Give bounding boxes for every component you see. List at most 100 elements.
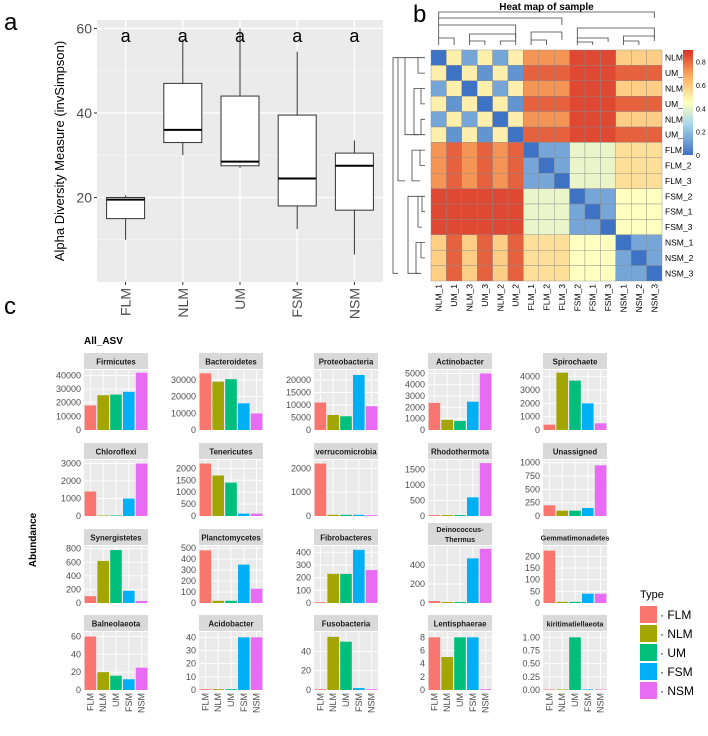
heatmap-cell: [446, 219, 462, 235]
facet-x-tick-label: FLM: [85, 693, 95, 711]
facet-y-tick-label: 0: [76, 425, 81, 435]
heatmap-cell: [461, 157, 478, 174]
facet-strip-label: Bacteroidetes: [205, 358, 257, 367]
heatmap-cell: [569, 188, 586, 205]
heatmap-cell: [492, 172, 509, 189]
facet-y-tick-label: 0: [306, 685, 311, 695]
facet-bar-UM: [569, 637, 581, 690]
heatmap-col-label: FLM_2: [542, 284, 552, 311]
heatmap-row-label: FSM_3: [665, 222, 693, 232]
heatmap-cell: [446, 49, 462, 66]
facet-bar-FSM: [238, 403, 250, 430]
facet-y-tick-label: 0: [420, 425, 425, 435]
facet-bar-NSM: [594, 689, 607, 690]
facet-y-tick-label: 0: [306, 511, 311, 521]
heatmap-cell: [538, 265, 555, 282]
facet-bar-UM: [569, 601, 581, 603]
heatmap-cell: [584, 111, 601, 128]
facet-bar-NSM: [594, 593, 607, 603]
facet-panel-lentisphaerae: Lentisphaerae 0 2 4 6 8 FLM NLM UM FSM NSM: [420, 615, 492, 713]
boxplot-x-tick-label: UM: [232, 288, 248, 310]
heatmap-cell: [461, 80, 478, 97]
heatmap-cell: [554, 188, 570, 205]
facet-bar-UM: [225, 689, 237, 690]
heatmap-cell: [646, 126, 663, 143]
heatmap-cell: [477, 111, 493, 128]
heatmap-cell: [584, 203, 601, 220]
facet-y-tick-label: 2000: [61, 476, 81, 486]
facet-y-tick-label: 2000: [176, 463, 196, 473]
heatmap-col-label: FSM_3: [603, 284, 613, 312]
facet-bar-UM: [454, 515, 466, 516]
heatmap-cell: [631, 142, 647, 158]
heatmap-cell: [507, 265, 524, 282]
heatmap-row-dendrogram-branch: [419, 149, 425, 166]
facet-bar-FSM: [238, 513, 250, 516]
facet-y-tick-label: 1000: [176, 487, 196, 497]
facet-panel-acidobacter: Acidobacter 0 10 20 30 40 FLM NLM UM FSM NSM: [186, 615, 263, 713]
heatmap-cell: [538, 203, 555, 220]
heatmap-cell: [492, 234, 509, 251]
heatmap-title: Heat map of sample: [499, 2, 594, 13]
heatmap-cell: [584, 265, 601, 282]
facet-x-tick-label: NLM: [557, 693, 567, 712]
heatmap-cell: [569, 203, 586, 220]
facet-bar-FSM: [467, 497, 479, 516]
heatmap-cell: [646, 49, 663, 66]
facet-bar-UM: [340, 573, 352, 603]
heatmap-row-label: FSM_1: [665, 207, 693, 217]
heatmap-cell: [446, 172, 462, 189]
heatmap-cell: [461, 249, 478, 266]
heatmap-cell: [461, 203, 478, 220]
heatmap-cell: [600, 219, 617, 235]
facet-bar-NSM: [479, 689, 492, 690]
heatmap-cell: [461, 126, 478, 143]
heatmap-chart: Heat map of sample NLM_1 UM_1 NLM_3 UM_3 NLM_…: [392, 2, 706, 313]
heatmap-row-label: NSM_2: [665, 253, 694, 263]
heatmap-cell: [477, 265, 493, 282]
facet-y-tick-label: 40: [301, 646, 311, 656]
heatmap-cell: [430, 203, 447, 220]
facet-strip-label: Balneolaeota: [92, 620, 141, 629]
heatmap-cell: [523, 65, 540, 82]
heatmap-cell: [615, 249, 632, 266]
heatmap-cell: [461, 265, 478, 282]
heatmap-cell: [430, 188, 447, 205]
legend-label-FLM: · FLM: [660, 608, 691, 622]
heatmap-cell: [569, 95, 586, 112]
heatmap-cell: [523, 157, 540, 174]
facet-bar-NLM: [212, 381, 224, 430]
facet-y-tick-label: 5000: [291, 413, 311, 423]
heatmap-cell: [523, 249, 540, 266]
heatmap-cell: [584, 249, 601, 266]
facet-y-tick-label: 200: [66, 584, 81, 594]
facet-x-tick-label: FSM: [583, 693, 593, 712]
heatmap-cell: [477, 142, 493, 158]
heatmap-row-label: FLM_1: [665, 145, 692, 155]
facet-y-tick-label: 10000: [286, 400, 311, 410]
facet-strip-label: Spirochaete: [553, 358, 598, 367]
heatmap-cell: [446, 188, 462, 205]
facet-x-tick-label: NSM: [367, 693, 377, 713]
heatmap-col-dendrogram-branch: [438, 17, 563, 25]
facet-bar-chart: All_ASVAbundanceFirmicutes01000020000300…: [28, 336, 694, 713]
heatmap-col-label: NSM_2: [634, 284, 644, 313]
facet-strip-label: Synergistetes: [90, 534, 142, 543]
heatmap-col-dendrogram-branch: [438, 37, 455, 45]
heatmap-cell: [461, 49, 478, 66]
heatmap-cell: [554, 111, 570, 128]
facet-strip: [84, 353, 148, 369]
heatmap-cell: [584, 65, 601, 82]
facet-y-tick-label: 1500: [405, 464, 425, 474]
panel-label-b: b: [413, 1, 426, 28]
heatmap-cell: [523, 172, 540, 189]
facet-y-tick-label: 0: [535, 425, 540, 435]
facet-bar-FSM: [582, 403, 594, 430]
facet-y-tick-label: 1000: [520, 412, 540, 422]
facet-y-tick-label: 0: [76, 685, 81, 695]
facet-x-tick-label: FLM: [429, 693, 439, 711]
facet-bar-FLM: [199, 373, 212, 430]
facet-x-tick-label: NLM: [328, 693, 338, 712]
heatmap-cell: [569, 142, 586, 158]
heatmap-col-dendrogram-branch: [576, 41, 594, 45]
